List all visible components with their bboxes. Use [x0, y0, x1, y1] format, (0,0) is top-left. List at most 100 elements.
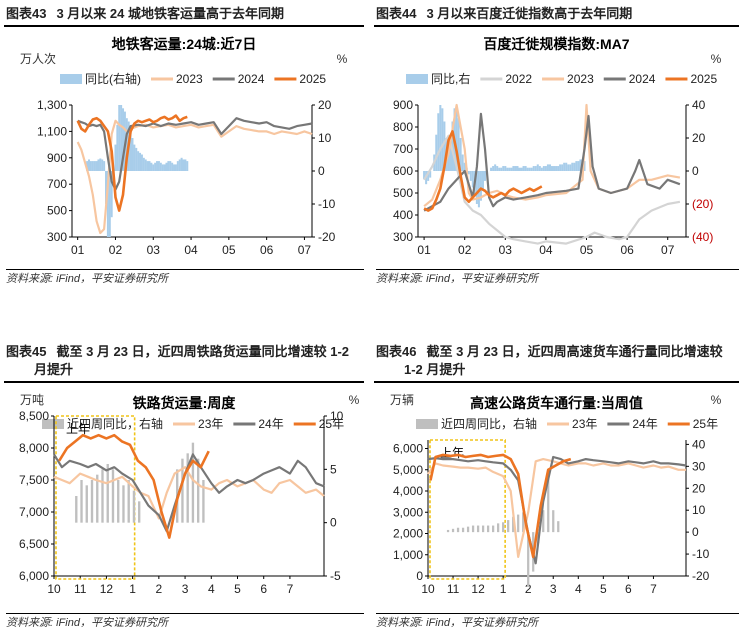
yoy-bar — [498, 167, 501, 171]
right-tick-label: -10 — [692, 547, 710, 561]
x-tick-label: 01 — [417, 243, 431, 257]
right-tick-label: 10 — [692, 503, 706, 517]
yoy-bar — [516, 166, 519, 171]
yoy-bar — [481, 171, 484, 191]
yoy-bar — [577, 161, 580, 171]
yoy-bar — [106, 171, 109, 237]
yoy-bar — [573, 162, 576, 171]
series-line-24年 — [53, 453, 325, 533]
x-tick-label: 7 — [287, 582, 294, 596]
yoy-bar — [542, 166, 545, 171]
right-tick-label: 0 — [692, 525, 699, 539]
yoy-bar — [163, 164, 166, 171]
source-note: 资料来源: iFind，平安证券研究所 — [376, 613, 739, 630]
left-tick-label: 900 — [393, 98, 413, 112]
right-tick-label: 10 — [318, 131, 332, 145]
yoy-bar — [502, 522, 505, 533]
x-tick-label: 6 — [625, 582, 632, 596]
yoy-bar — [138, 501, 141, 523]
x-tick-label: 02 — [109, 243, 123, 257]
yoy-bar — [528, 167, 531, 171]
yoy-bar — [479, 171, 482, 201]
legend-label: 23年 — [198, 417, 223, 431]
yoy-bar — [492, 166, 495, 171]
left-tick-label: 900 — [47, 151, 67, 165]
x-tick-label: 03 — [499, 243, 513, 257]
x-tick-label: 05 — [580, 243, 594, 257]
right-tick-label: 40 — [692, 437, 706, 451]
legend-swatch — [416, 419, 438, 429]
x-tick-label: 5 — [234, 582, 241, 596]
legend-label: 同比,右 — [431, 71, 470, 86]
yoy-bar — [507, 520, 510, 533]
x-tick-label: 02 — [458, 243, 472, 257]
yoy-bar — [461, 154, 464, 171]
yoy-bar — [457, 118, 460, 171]
yoy-bar — [159, 162, 162, 171]
yoy-bar — [461, 527, 465, 533]
left-tick-label: 500 — [47, 204, 67, 218]
x-tick-label: 3 — [182, 582, 189, 596]
yoy-bar — [502, 166, 505, 171]
annotation-label: 上年 — [66, 422, 90, 436]
yoy-bar — [129, 131, 132, 171]
x-tick-label: 7 — [650, 582, 657, 596]
yoy-bar — [497, 523, 500, 533]
figure-panel-44: 图表44 3 月以来百度迁徙指数高于去年同期 百度迁徙规模指数:MA7% 同比,右 2… — [374, 5, 739, 287]
yoy-bar — [548, 164, 551, 171]
legend-label: 同比(右轴) — [85, 71, 141, 86]
left-tick-label: 1,000 — [393, 548, 423, 562]
legend-label: 2022 — [505, 72, 532, 86]
yoy-bar — [524, 166, 527, 171]
right-tick-label: 20 — [692, 131, 706, 145]
right-tick-label: -20 — [692, 569, 710, 583]
yoy-bar — [118, 105, 121, 171]
left-tick-label: 300 — [393, 230, 413, 244]
yoy-bar — [557, 166, 560, 171]
yoy-bar — [490, 167, 493, 171]
yoy-bar — [506, 167, 509, 171]
x-tick-label: 10 — [47, 582, 61, 596]
right-tick-label: -10 — [318, 197, 336, 211]
figure-header: 图表46 截至 3 月 23 日，近四周高速货车通行量同比增速较 1-2 月提升 — [374, 343, 739, 383]
yoy-bar — [451, 121, 454, 171]
legend-label: 2025 — [690, 72, 717, 86]
yoy-bar — [553, 166, 556, 171]
yoy-bar — [463, 162, 466, 171]
yoy-bar — [557, 521, 560, 533]
yoy-bar — [583, 161, 586, 171]
figure-number: 图表46 — [376, 344, 417, 359]
left-tick-label: 0 — [416, 569, 423, 583]
right-axis-unit: % — [711, 393, 722, 407]
yoy-bar — [131, 138, 134, 171]
series-line-23年 — [427, 457, 686, 558]
yoy-bar — [512, 166, 515, 171]
yoy-bar — [174, 164, 177, 171]
yoy-bar — [522, 166, 525, 171]
right-tick-label: 0 — [692, 164, 699, 178]
yoy-bar — [154, 162, 157, 171]
yoy-bar — [563, 162, 566, 171]
x-tick-label: 11 — [74, 582, 87, 596]
yoy-bar — [90, 480, 94, 523]
series-line-2025 — [76, 114, 188, 212]
yoy-bar — [97, 159, 100, 171]
yoy-bar — [456, 527, 460, 533]
yoy-bar — [137, 151, 140, 171]
chart-rail-freight: 铁路货运量:周度 万吨 % 近四周同比，右轴 23年 24年 25年 6,000 6,500 7,… — [19, 393, 360, 596]
yoy-bar — [117, 480, 120, 523]
yoy-bar — [176, 161, 179, 171]
series-line-2023 — [76, 119, 313, 235]
yoy-bar — [140, 154, 143, 171]
yoy-bar — [132, 490, 136, 523]
yoy-bar — [85, 485, 88, 523]
left-tick-label: 5,000 — [393, 463, 423, 477]
yoy-bar — [95, 161, 98, 171]
figure-title: 截至 3 月 23 日，近四周铁路货运量同比增速较 1-2 月提升 — [34, 344, 350, 377]
yoy-bar — [167, 161, 170, 171]
yoy-bar — [75, 496, 78, 523]
yoy-bar — [559, 164, 562, 171]
yoy-bar — [156, 161, 159, 171]
yoy-bar — [125, 118, 128, 171]
yoy-bar — [441, 108, 444, 171]
